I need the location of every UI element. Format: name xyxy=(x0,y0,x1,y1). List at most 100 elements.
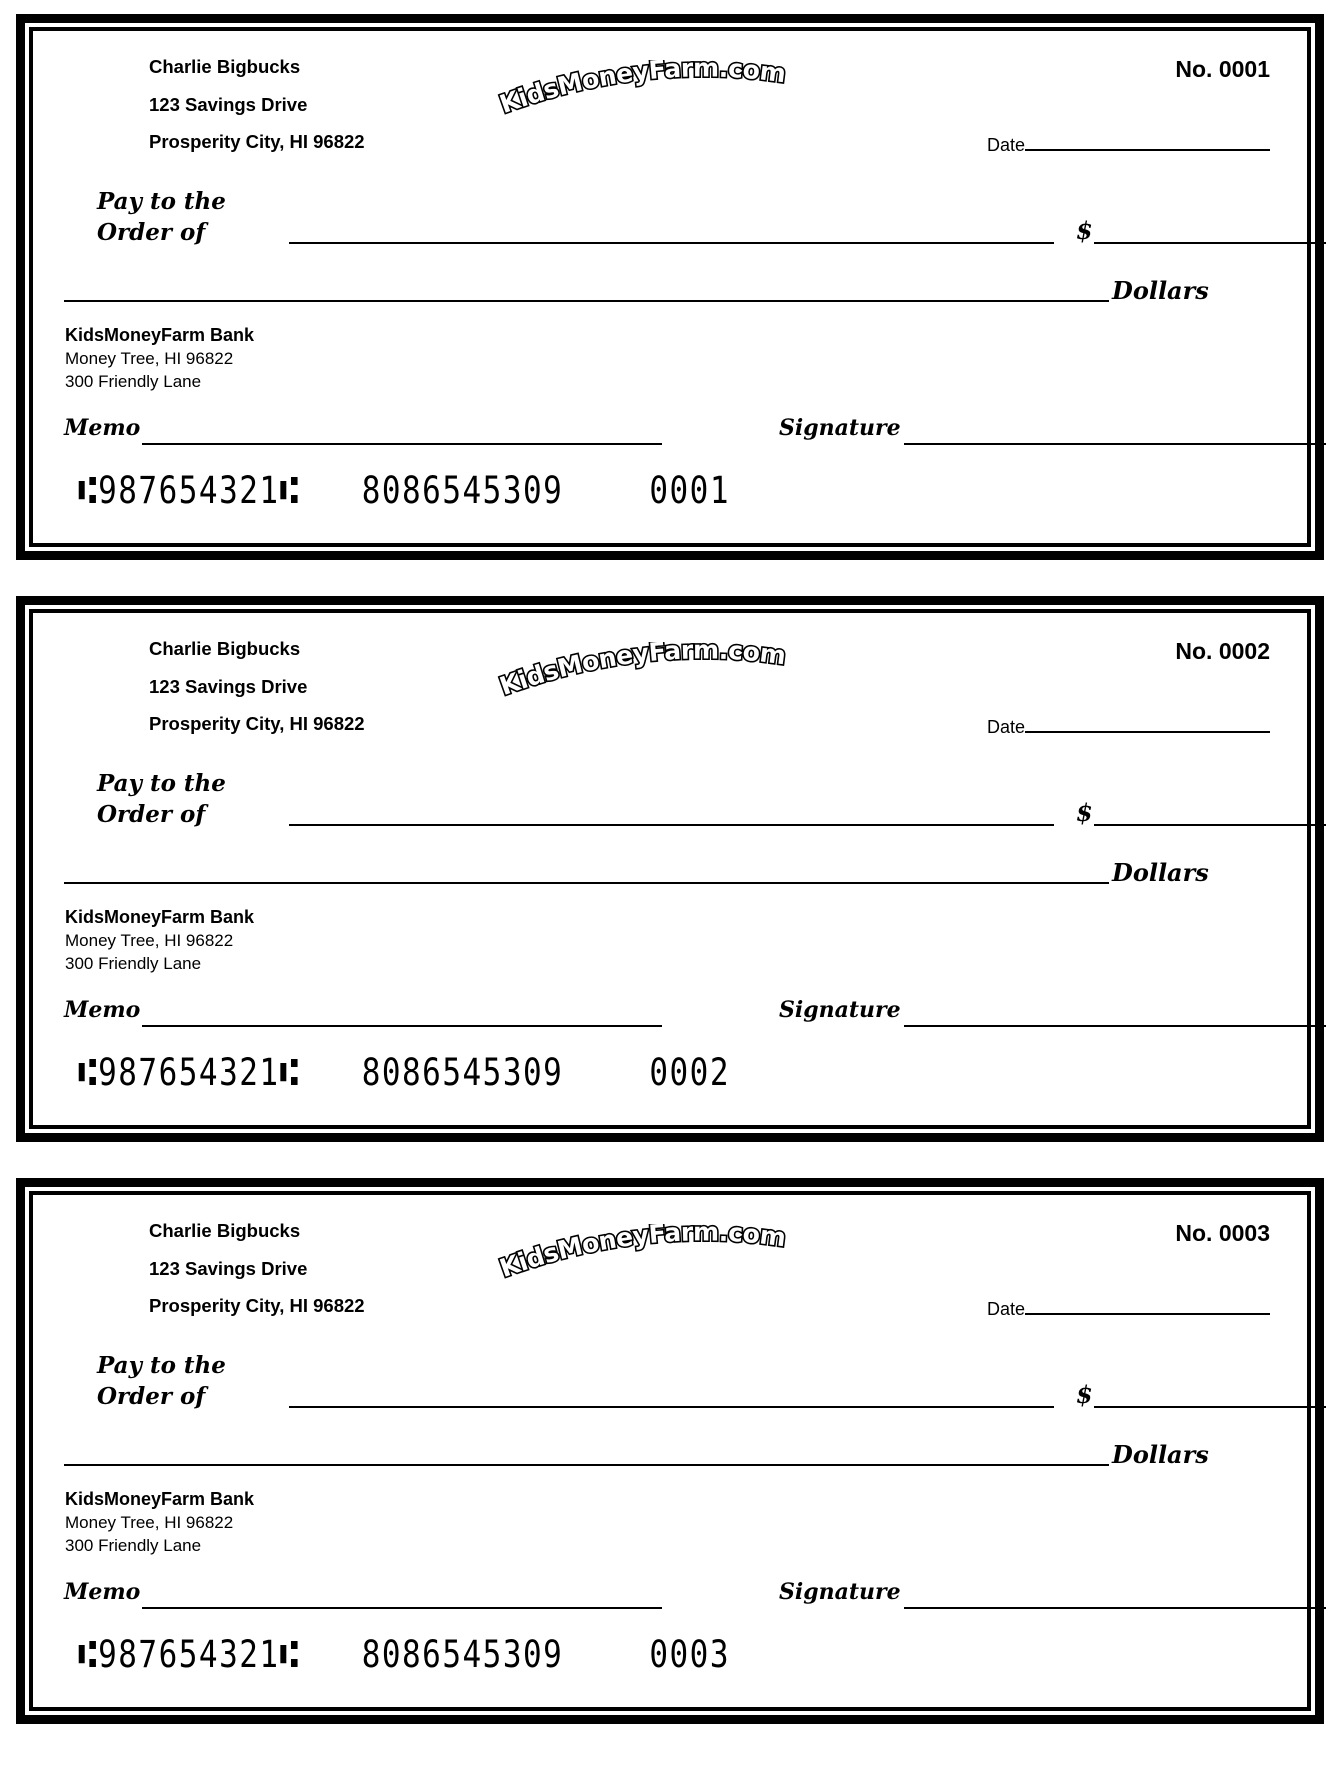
payer-city-state-zip: Prosperity City, HI 96822 xyxy=(149,131,365,152)
date-field[interactable]: Date xyxy=(987,136,1270,154)
pay-to-order-label: Pay to the Order of xyxy=(97,186,226,248)
pay-to-order-label: Pay to the Order of xyxy=(97,768,226,830)
check-frame-middle: Charlie Bigbucks 123 Savings Drive Prosp… xyxy=(29,1191,1326,1711)
bank-name: KidsMoneyFarm Bank xyxy=(65,907,255,927)
pay-to-line-2: Order of xyxy=(97,219,206,246)
payer-street: 123 Savings Drive xyxy=(149,93,308,115)
check-number: No. 0002 xyxy=(1175,638,1270,664)
date-write-line[interactable] xyxy=(1025,149,1270,151)
pay-to-line-1: Pay to the xyxy=(97,188,226,215)
check-body: Charlie Bigbucks 123 Savings Drive Prosp… xyxy=(38,36,1326,538)
check-body: Charlie Bigbucks 123 Savings Drive Prosp… xyxy=(38,1200,1326,1702)
micr-check-serial: 0001 xyxy=(649,469,730,513)
pay-to-order-row: Pay to the Order of $ xyxy=(64,1350,1326,1436)
amount-box-write-line[interactable] xyxy=(1094,1406,1326,1408)
memo-signature-row: Memo Signature xyxy=(64,997,1326,1045)
micr-line: ⑆987654321⑆ 8086545309 0003 xyxy=(64,1633,1276,1677)
bank-street: 300 Friendly Lane xyxy=(65,954,202,973)
payee-write-line[interactable] xyxy=(289,1406,1054,1408)
bank-street: 300 Friendly Lane xyxy=(65,1536,202,1555)
payer-city-state-zip: Prosperity City, HI 96822 xyxy=(149,713,365,734)
check-body: Charlie Bigbucks 123 Savings Drive Prosp… xyxy=(38,618,1326,1120)
micr-account-number: 8086545309 xyxy=(361,1633,564,1677)
payer-street: 123 Savings Drive xyxy=(149,675,308,697)
payer-address-block: Charlie Bigbucks 123 Savings Drive Prosp… xyxy=(64,1218,365,1335)
amount-words-row: Dollars xyxy=(64,1436,1276,1478)
amount-words-write-line[interactable] xyxy=(64,300,1109,302)
check-1: Charlie Bigbucks 123 Savings Drive Prosp… xyxy=(16,14,1326,560)
payer-city-state-zip: Prosperity City, HI 96822 xyxy=(149,1295,365,1316)
signature-write-line[interactable] xyxy=(904,1607,1326,1609)
bank-city-state-zip: Money Tree, HI 96822 xyxy=(65,1513,234,1532)
dollar-sign-icon: $ xyxy=(1076,1380,1093,1409)
micr-routing-number: ⑆987654321⑆ xyxy=(78,1051,300,1095)
memo-write-line[interactable] xyxy=(142,443,662,445)
dollars-label: Dollars xyxy=(1112,858,1209,887)
amount-words-row: Dollars xyxy=(64,272,1276,314)
payee-write-line[interactable] xyxy=(289,242,1054,244)
pay-to-line-1: Pay to the xyxy=(97,770,226,797)
check-header: Charlie Bigbucks 123 Savings Drive Prosp… xyxy=(64,1218,1276,1336)
pay-to-line-1: Pay to the xyxy=(97,1352,226,1379)
bank-name: KidsMoneyFarm Bank xyxy=(65,1489,255,1509)
amount-words-write-line[interactable] xyxy=(64,1464,1109,1466)
memo-label: Memo xyxy=(64,415,141,441)
pay-to-order-label: Pay to the Order of xyxy=(97,1350,226,1412)
dollars-label: Dollars xyxy=(1112,1440,1209,1469)
payer-street: 123 Savings Drive xyxy=(149,1257,308,1279)
bank-address-block: KidsMoneyFarm Bank Money Tree, HI 96822 … xyxy=(64,324,1276,393)
check-number: No. 0003 xyxy=(1175,1220,1270,1246)
kidsmoneyfarm-logo: KidsMoneyFarm.com xyxy=(489,642,849,702)
date-field[interactable]: Date xyxy=(987,718,1270,736)
check-2: Charlie Bigbucks 123 Savings Drive Prosp… xyxy=(16,596,1326,1142)
bank-city-state-zip: Money Tree, HI 96822 xyxy=(65,931,234,950)
check-3: Charlie Bigbucks 123 Savings Drive Prosp… xyxy=(16,1178,1326,1724)
date-label: Date xyxy=(986,135,1025,155)
logo-text: KidsMoneyFarm.com xyxy=(496,1224,787,1283)
date-write-line[interactable] xyxy=(1025,1313,1270,1315)
amount-box-write-line[interactable] xyxy=(1094,824,1326,826)
signature-label: Signature xyxy=(779,415,901,441)
logo-text: KidsMoneyFarm.com xyxy=(496,60,787,119)
pay-to-order-row: Pay to the Order of $ xyxy=(64,768,1326,854)
signature-label: Signature xyxy=(779,997,901,1023)
micr-routing-number: ⑆987654321⑆ xyxy=(78,469,300,513)
micr-line: ⑆987654321⑆ 8086545309 0002 xyxy=(64,1051,1276,1095)
check-frame-middle: Charlie Bigbucks 123 Savings Drive Prosp… xyxy=(29,27,1326,547)
pay-to-line-2: Order of xyxy=(97,801,206,828)
micr-account-number: 8086545309 xyxy=(361,469,564,513)
check-frame-middle: Charlie Bigbucks 123 Savings Drive Prosp… xyxy=(29,609,1326,1129)
payer-name: Charlie Bigbucks xyxy=(149,638,301,659)
date-label: Date xyxy=(986,717,1025,737)
amount-words-write-line[interactable] xyxy=(64,882,1109,884)
logo-text: KidsMoneyFarm.com xyxy=(496,642,787,701)
date-write-line[interactable] xyxy=(1025,731,1270,733)
micr-routing-number: ⑆987654321⑆ xyxy=(78,1633,300,1677)
payer-address-block: Charlie Bigbucks 123 Savings Drive Prosp… xyxy=(64,54,365,171)
kidsmoneyfarm-logo: KidsMoneyFarm.com xyxy=(489,1224,849,1284)
check-header: Charlie Bigbucks 123 Savings Drive Prosp… xyxy=(64,54,1276,172)
payee-write-line[interactable] xyxy=(289,824,1054,826)
memo-write-line[interactable] xyxy=(142,1607,662,1609)
payer-name: Charlie Bigbucks xyxy=(149,1220,301,1241)
signature-write-line[interactable] xyxy=(904,1025,1326,1027)
memo-label: Memo xyxy=(64,997,141,1023)
dollar-sign-icon: $ xyxy=(1076,798,1093,827)
amount-words-row: Dollars xyxy=(64,854,1276,896)
bank-address-block: KidsMoneyFarm Bank Money Tree, HI 96822 … xyxy=(64,906,1276,975)
signature-write-line[interactable] xyxy=(904,443,1326,445)
bank-street: 300 Friendly Lane xyxy=(65,372,202,391)
micr-check-serial: 0002 xyxy=(649,1051,730,1095)
amount-box-write-line[interactable] xyxy=(1094,242,1326,244)
dollar-sign-icon: $ xyxy=(1076,216,1093,245)
signature-label: Signature xyxy=(779,1579,901,1605)
check-header: Charlie Bigbucks 123 Savings Drive Prosp… xyxy=(64,636,1276,754)
dollars-label: Dollars xyxy=(1112,276,1209,305)
pay-to-line-2: Order of xyxy=(97,1383,206,1410)
date-field[interactable]: Date xyxy=(987,1300,1270,1318)
kidsmoneyfarm-logo: KidsMoneyFarm.com xyxy=(489,60,849,120)
micr-line: ⑆987654321⑆ 8086545309 0001 xyxy=(64,469,1276,513)
memo-write-line[interactable] xyxy=(142,1025,662,1027)
pay-to-order-row: Pay to the Order of $ xyxy=(64,186,1326,272)
